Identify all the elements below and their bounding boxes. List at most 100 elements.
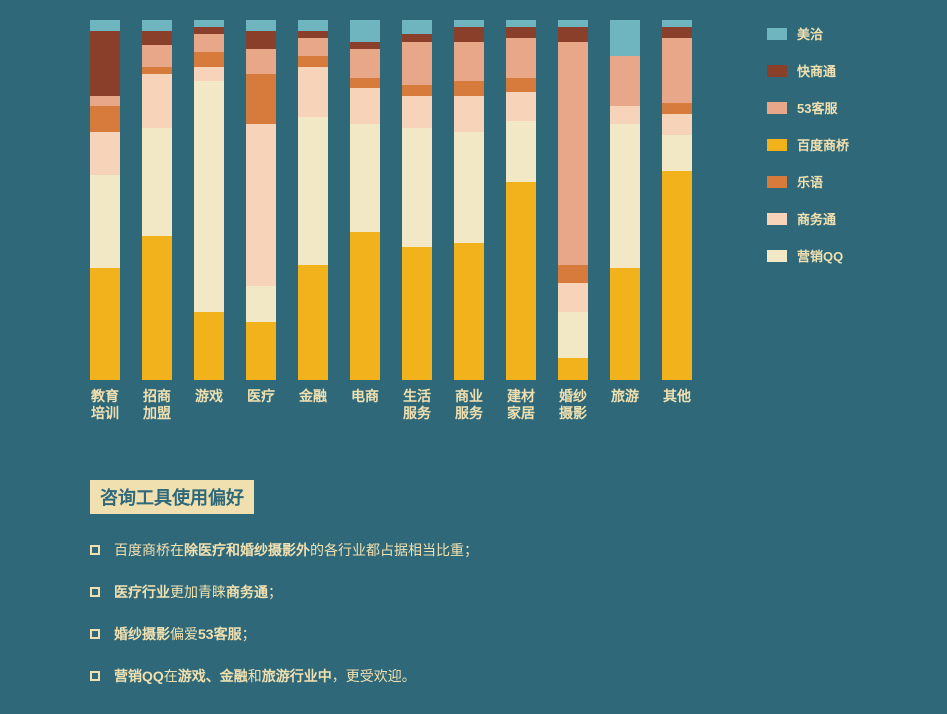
category-label: 商业服务 (454, 388, 484, 422)
legend-label: 美洽 (797, 24, 823, 43)
bar-segment (402, 128, 432, 247)
bar-segment (662, 20, 692, 27)
bullet-text: 医疗行业更加青睐商务通； (114, 582, 282, 602)
bar (402, 20, 432, 380)
bar (298, 20, 328, 380)
chart-legend: 美洽快商通53客服百度商桥乐语商务通营销QQ (767, 24, 867, 283)
bar-segment (350, 232, 380, 380)
bar-segment (558, 283, 588, 312)
bar-segment (454, 27, 484, 41)
bar-segment (90, 106, 120, 131)
category-label: 生活服务 (402, 388, 432, 422)
category-label: 建材家居 (506, 388, 536, 422)
bar-segment (610, 106, 640, 124)
bar-segment (298, 67, 328, 117)
bar-segment (506, 182, 536, 380)
bar-segment (246, 49, 276, 74)
bullet-text: 百度商桥在除医疗和婚纱摄影外的各行业都占据相当比重； (114, 540, 478, 560)
bar-segment (662, 171, 692, 380)
legend-label: 商务通 (797, 209, 836, 228)
bar-segment (662, 27, 692, 38)
bar-segment (194, 27, 224, 34)
bar-segment (246, 20, 276, 31)
bar-segment (454, 42, 484, 82)
bar-segment (506, 121, 536, 182)
bar-segment (350, 49, 380, 78)
bullet-item: 婚纱摄影偏爱53客服； (90, 624, 790, 644)
bullet-text: 婚纱摄影偏爱53客服； (114, 624, 256, 644)
bar (558, 20, 588, 380)
bar-segment (402, 34, 432, 41)
legend-label: 百度商桥 (797, 135, 849, 154)
bar-segment (246, 286, 276, 322)
bar-segment (142, 20, 172, 31)
legend-swatch (767, 213, 787, 225)
bar-segment (194, 312, 224, 380)
bar-segment (142, 74, 172, 128)
bar-segment (142, 67, 172, 74)
bar-segment (298, 31, 328, 38)
bar (246, 20, 276, 380)
bar-segment (454, 243, 484, 380)
bar (90, 20, 120, 380)
bar (506, 20, 536, 380)
bar-segment (662, 38, 692, 103)
bar-segment (298, 265, 328, 380)
bar-segment (298, 56, 328, 67)
category-label: 医疗 (246, 388, 276, 422)
bar-segment (402, 96, 432, 128)
bar-segment (298, 20, 328, 31)
stacked-bar-chart (90, 20, 730, 380)
bullet-item: 百度商桥在除医疗和婚纱摄影外的各行业都占据相当比重； (90, 540, 790, 560)
legend-label: 乐语 (797, 172, 823, 191)
bar-segment (558, 358, 588, 380)
bullet-marker-icon (90, 587, 100, 597)
bar-segment (298, 117, 328, 265)
bar (454, 20, 484, 380)
bar-segment (558, 265, 588, 283)
legend-swatch (767, 65, 787, 77)
category-label: 金融 (298, 388, 328, 422)
legend-label: 营销QQ (797, 246, 843, 265)
bar-segment (558, 20, 588, 27)
legend-swatch (767, 176, 787, 188)
legend-swatch (767, 102, 787, 114)
legend-item: 商务通 (767, 209, 867, 228)
bar-segment (454, 132, 484, 244)
bar-segment (558, 27, 588, 41)
bar-segment (90, 268, 120, 380)
bullet-list: 百度商桥在除医疗和婚纱摄影外的各行业都占据相当比重； 医疗行业更加青睐商务通； 婚纱… (90, 540, 790, 708)
bar-segment (558, 42, 588, 265)
section-title: 咨询工具使用偏好 (90, 480, 254, 514)
category-label: 招商加盟 (142, 388, 172, 422)
legend-swatch (767, 139, 787, 151)
bullet-item: 医疗行业更加青睐商务通； (90, 582, 790, 602)
bar-segment (194, 81, 224, 311)
category-label: 电商 (350, 388, 380, 422)
bar-segment (246, 74, 276, 124)
bar-segment (246, 31, 276, 49)
bar-segment (662, 103, 692, 114)
bar-segment (194, 67, 224, 81)
legend-item: 营销QQ (767, 246, 867, 265)
bar-segment (402, 247, 432, 380)
category-label: 旅游 (610, 388, 640, 422)
bar (142, 20, 172, 380)
category-label: 婚纱摄影 (558, 388, 588, 422)
bar (662, 20, 692, 380)
bar-segment (142, 31, 172, 45)
bar-segment (454, 81, 484, 95)
bar-segment (610, 268, 640, 380)
bar-segment (90, 31, 120, 96)
bullet-text: 营销QQ在游戏、金融和旅游行业中，更受欢迎。 (114, 666, 416, 686)
bullet-marker-icon (90, 629, 100, 639)
bullet-marker-icon (90, 671, 100, 681)
category-label: 教育培训 (90, 388, 120, 422)
bar-segment (246, 124, 276, 286)
bar-segment (246, 322, 276, 380)
bar-segment (662, 114, 692, 136)
bar-segment (506, 38, 536, 78)
legend-item: 53客服 (767, 98, 867, 117)
bar (194, 20, 224, 380)
legend-swatch (767, 250, 787, 262)
